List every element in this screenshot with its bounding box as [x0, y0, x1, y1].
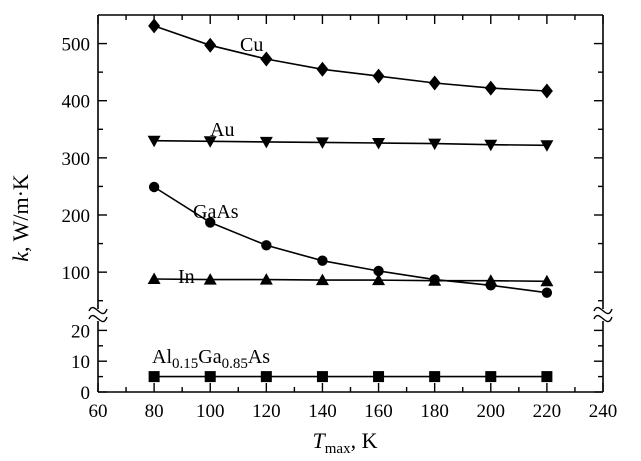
data-point-gaas [261, 240, 272, 251]
x-tick-label: 140 [308, 401, 337, 422]
data-point-au [540, 140, 554, 152]
data-point-au [484, 139, 498, 152]
data-point-cu [148, 18, 161, 34]
data-point-al0-15ga0-85as [541, 371, 553, 383]
data-point-al0-15ga0-85as [148, 371, 160, 383]
series-label-in: In [178, 266, 195, 288]
axis-break-right-lower [593, 314, 613, 323]
plot-frame [88, 14, 613, 393]
series-line-in [154, 278, 547, 283]
data-point-al0-15ga0-85as [429, 371, 441, 383]
y-tick-label: 0 [81, 383, 91, 404]
data-point-cu [428, 75, 441, 91]
series-layer [147, 18, 554, 383]
y-tick-label: 400 [62, 92, 91, 113]
axis-ticks: 60 80 100 120 140 160 180 200 220 240 0 10 20 100 200 3… [62, 15, 618, 422]
data-point-in [203, 273, 217, 285]
data-point-cu [540, 83, 553, 99]
y-tick-label: 10 [71, 352, 90, 373]
data-point-al0-15ga0-85as [316, 371, 328, 383]
x-tick-label: 120 [252, 401, 281, 422]
data-point-al0-15ga0-85as [204, 371, 216, 383]
data-point-cu [484, 80, 497, 96]
data-point-in [259, 273, 273, 285]
axis-break-left-upper [88, 306, 108, 315]
series-label-algaas: Al0.15Ga0.85As [152, 346, 270, 372]
data-point-cu [204, 37, 217, 53]
data-point-cu [260, 51, 273, 67]
y-tick-label: 20 [71, 321, 90, 342]
y-tick-label: 200 [62, 206, 91, 227]
x-axis-title: Tmax, K [313, 428, 378, 457]
data-point-au [203, 136, 217, 148]
y-tick-label: 300 [62, 149, 91, 170]
axis-break-left-lower [88, 314, 108, 323]
data-point-in [540, 274, 554, 287]
data-point-gaas [373, 265, 384, 277]
y-axis-title: k, W/m·K [8, 174, 33, 262]
data-point-gaas [148, 181, 160, 193]
x-tick-label: 180 [420, 401, 449, 422]
data-point-in [315, 273, 329, 286]
series-line-gaas [153, 186, 548, 294]
data-point-au [315, 137, 329, 149]
data-point-in [147, 272, 161, 284]
x-tick-label: 200 [477, 401, 506, 422]
data-point-au [259, 136, 273, 149]
data-point-au [428, 138, 442, 151]
data-point-al0-15ga0-85as [373, 371, 385, 383]
data-point-in [484, 274, 498, 286]
x-tick-label: 160 [364, 401, 393, 422]
data-point-al0-15ga0-85as [485, 371, 497, 383]
x-tick-label: 220 [533, 401, 562, 422]
data-point-in [372, 273, 386, 286]
y-tick-label: 100 [62, 263, 91, 284]
data-point-cu [316, 61, 329, 77]
data-point-au [372, 138, 386, 150]
series-line-cu [153, 25, 547, 92]
data-point-gaas [317, 255, 328, 266]
axis-break-right-upper [593, 306, 613, 315]
x-tick-label: 100 [196, 401, 225, 422]
x-tick-label: 60 [89, 401, 108, 422]
x-tick-label: 80 [145, 401, 164, 422]
x-tick-label: 240 [589, 401, 618, 422]
series-label-gaas: GaAs [193, 201, 239, 223]
data-point-gaas [205, 217, 216, 228]
data-point-in [428, 274, 442, 286]
data-point-gaas [541, 287, 553, 298]
y-tick-label: 500 [62, 35, 91, 56]
data-point-au [147, 135, 161, 148]
data-point-cu [372, 68, 385, 84]
data-point-al0-15ga0-85as [260, 371, 272, 383]
series-label-cu: Cu [240, 34, 263, 56]
series-label-au: Au [210, 119, 234, 141]
series-line-au [154, 139, 547, 147]
